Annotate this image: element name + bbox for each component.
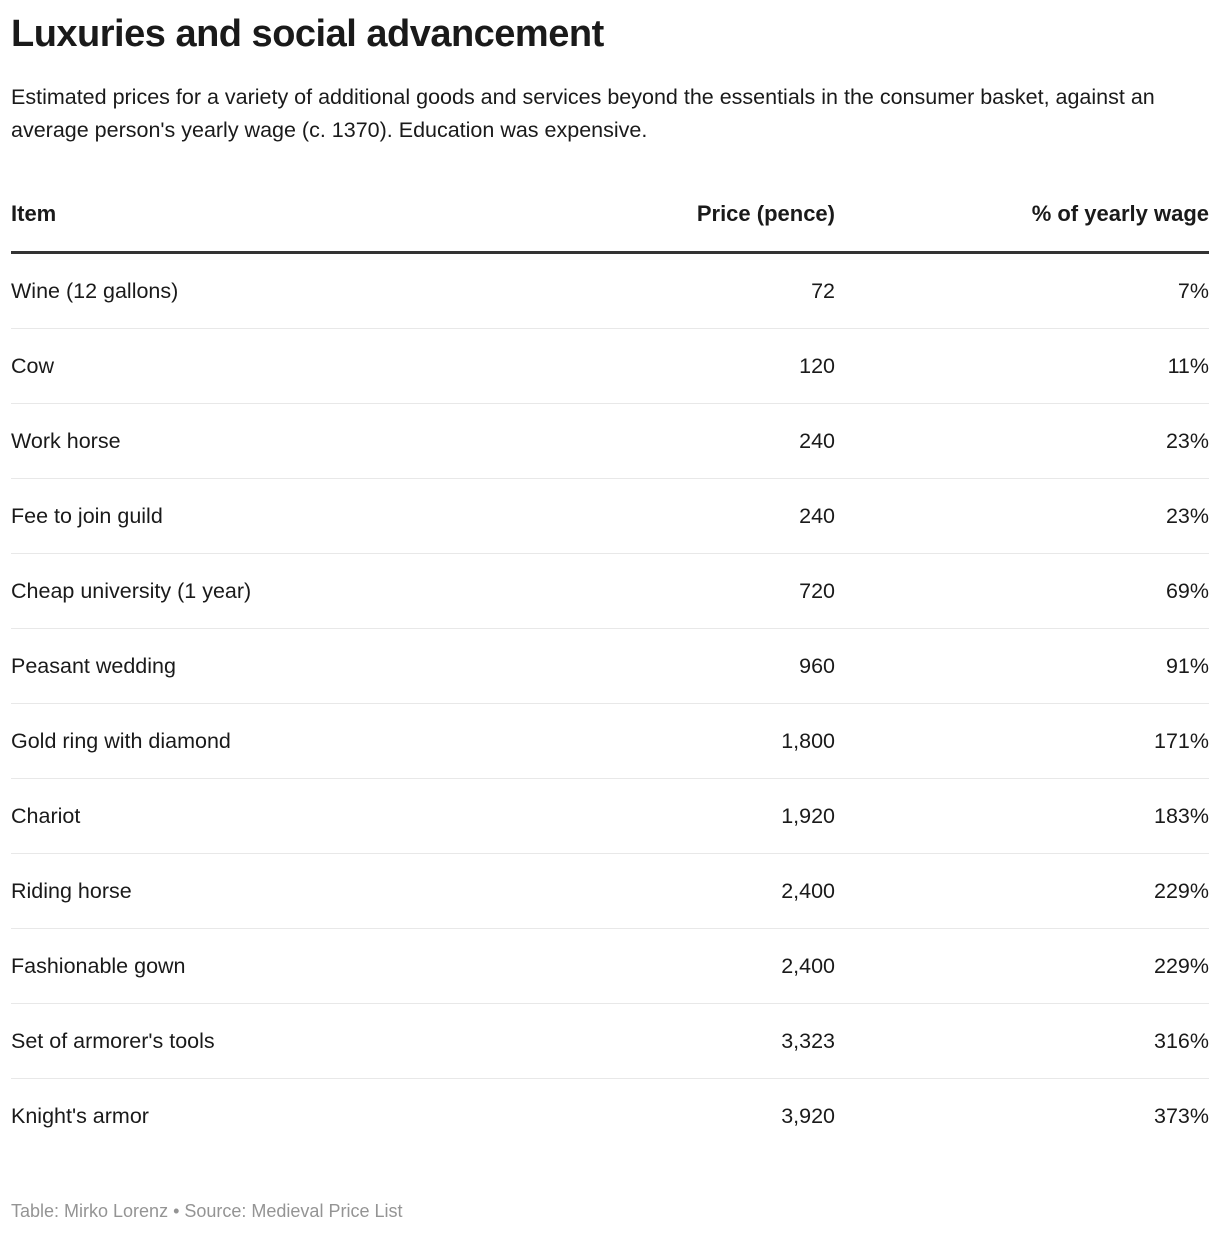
pct-cell: 229%: [1154, 954, 1209, 978]
table-row: Riding horse 2,400 229%: [11, 853, 1209, 929]
item-cell: Chariot: [11, 804, 81, 828]
table-row: Gold ring with diamond 1,800 171%: [11, 703, 1209, 779]
price-cell: 240: [799, 429, 835, 453]
table-row: Knight's armor 3,920 373%: [11, 1078, 1209, 1154]
subtitle: Estimated prices for a variety of additi…: [11, 85, 1155, 142]
item-cell: Gold ring with diamond: [11, 729, 231, 753]
table-row: Cheap university (1 year) 720 69%: [11, 553, 1209, 629]
data-table: Item Price (pence) % of yearly wage Wine…: [11, 187, 1209, 1153]
price-cell: 3,323: [781, 1029, 835, 1053]
table-row: Cow 120 11%: [11, 328, 1209, 404]
column-header-pct: % of yearly wage: [1031, 201, 1209, 226]
pct-cell: 91%: [1165, 654, 1209, 678]
item-cell: Set of armorer's tools: [11, 1029, 215, 1053]
price-cell: 720: [799, 579, 835, 603]
pct-cell: 316%: [1154, 1029, 1209, 1053]
price-cell: 120: [799, 354, 835, 378]
price-cell: 1,920: [781, 804, 835, 828]
page-title: Luxuries and social advancement: [11, 13, 604, 55]
price-cell: 240: [799, 504, 835, 528]
item-cell: Fee to join guild: [11, 504, 163, 528]
price-cell: 1,800: [781, 729, 835, 753]
pct-cell: 23%: [1165, 429, 1209, 453]
item-cell: Cheap university (1 year): [11, 579, 252, 603]
column-header-item: Item: [11, 201, 57, 226]
price-cell: 72: [811, 279, 835, 303]
pct-cell: 69%: [1165, 579, 1209, 603]
price-cell: 3,920: [781, 1104, 835, 1128]
pct-cell: 373%: [1154, 1104, 1209, 1128]
table-footer: Table: Mirko Lorenz • Source: Medieval P…: [11, 1201, 403, 1221]
price-cell: 960: [799, 654, 835, 678]
pct-cell: 7%: [1177, 279, 1209, 303]
item-cell: Riding horse: [11, 879, 132, 903]
pct-cell: 183%: [1154, 804, 1209, 828]
pct-cell: 229%: [1154, 879, 1209, 903]
table-card: Luxuries and social advancement Estimate…: [0, 13, 1220, 1222]
pct-cell: 11%: [1167, 354, 1209, 378]
column-header-price: Price (pence): [696, 201, 835, 226]
item-cell: Work horse: [11, 429, 121, 453]
item-cell: Fashionable gown: [11, 954, 186, 978]
price-cell: 2,400: [781, 954, 835, 978]
price-cell: 2,400: [781, 879, 835, 903]
item-cell: Knight's armor: [11, 1104, 149, 1128]
table-row: Fee to join guild 240 23%: [11, 478, 1209, 554]
table-row: Work horse 240 23%: [11, 403, 1209, 479]
item-cell: Peasant wedding: [11, 654, 176, 678]
table-row: Fashionable gown 2,400 229%: [11, 928, 1209, 1004]
pct-cell: 23%: [1165, 504, 1209, 528]
item-cell: Cow: [11, 354, 55, 378]
table-row: Chariot 1,920 183%: [11, 778, 1209, 854]
item-cell: Wine (12 gallons): [11, 279, 179, 303]
table-header-row: Item Price (pence) % of yearly wage: [11, 187, 1209, 253]
pct-cell: 171%: [1154, 729, 1209, 753]
table-row: Wine (12 gallons) 72 7%: [11, 253, 1209, 329]
table-row: Set of armorer's tools 3,323 316%: [11, 1003, 1209, 1079]
table-row: Peasant wedding 960 91%: [11, 628, 1209, 704]
table-body: Wine (12 gallons) 72 7% Cow 120 11% Work horse…: [11, 253, 1209, 1154]
